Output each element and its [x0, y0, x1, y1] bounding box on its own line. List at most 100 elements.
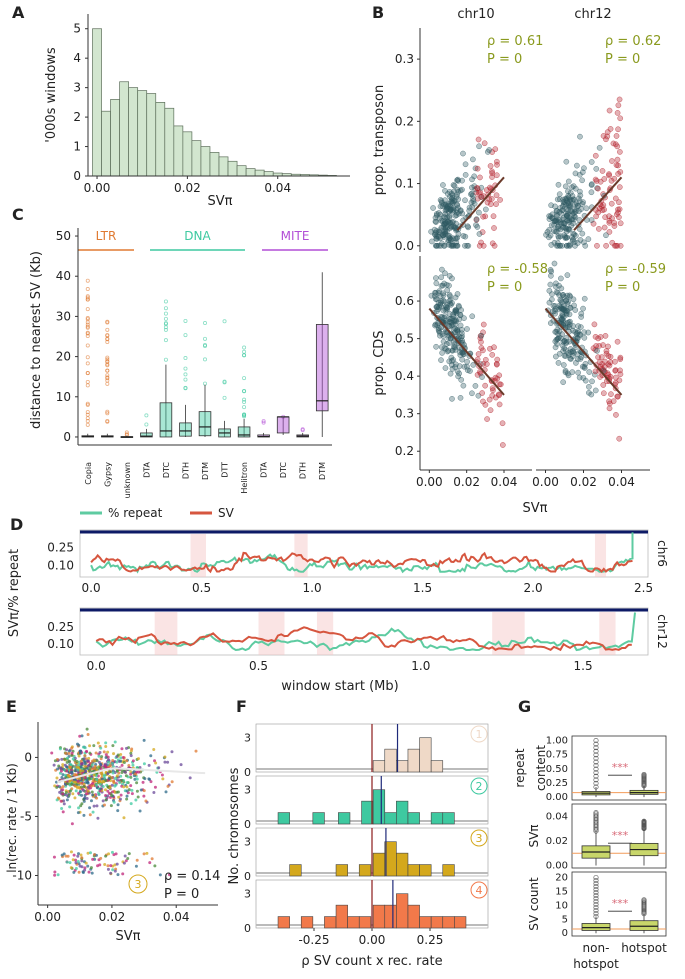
box	[179, 422, 192, 437]
scatter-point	[145, 851, 149, 855]
outlier-point	[105, 409, 110, 414]
scatter-point	[496, 401, 503, 408]
scatter-point	[55, 798, 59, 802]
scatter-point	[114, 783, 118, 787]
scatter-point	[61, 788, 65, 792]
scatter-point	[442, 201, 449, 208]
scatter-point	[83, 868, 87, 872]
series-line	[90, 532, 634, 574]
scatter-point	[127, 852, 131, 856]
scatter-point	[606, 405, 613, 412]
scatter-point	[94, 783, 98, 787]
box	[237, 426, 251, 438]
scatter-point	[79, 781, 83, 785]
scatter-point	[81, 871, 85, 875]
scatter-point	[78, 864, 82, 868]
y-tick-label: 5	[73, 22, 81, 36]
scatter-point	[127, 788, 131, 792]
scatter-point	[438, 298, 445, 305]
scatter-point	[113, 740, 117, 744]
scatter-point	[476, 209, 482, 216]
scatter-point	[595, 209, 602, 216]
scatter-point	[547, 281, 554, 288]
scatter-point	[59, 769, 63, 773]
scatter-point	[109, 871, 113, 875]
scatter-point	[142, 738, 146, 742]
outlier-point	[105, 419, 110, 424]
scatter-point	[52, 763, 56, 767]
outlier-point	[593, 875, 599, 881]
scatter-point	[576, 374, 583, 381]
scatter-point	[489, 240, 496, 247]
x-tick-label: DTH	[181, 462, 190, 479]
x-tick-label: Gypsy	[103, 462, 112, 487]
scatter-point	[454, 291, 461, 297]
x-axis-label: ρ SV count x rec. rate	[301, 954, 442, 969]
scatter-point	[111, 771, 115, 775]
scatter-point	[61, 785, 65, 789]
histogram-bar	[372, 760, 386, 773]
scatter-point	[127, 764, 131, 768]
scatter-point	[455, 188, 462, 195]
scatter-point	[495, 391, 502, 398]
scatter-point	[440, 201, 447, 208]
scatter-point	[81, 788, 85, 792]
scatter-point	[597, 374, 603, 380]
y-tick-label: -10	[12, 868, 32, 882]
scatter-point	[74, 858, 78, 862]
x-axis-label: SVπ	[116, 929, 141, 944]
scatter-point	[561, 201, 567, 208]
scatter-point	[440, 292, 447, 299]
outlier-point	[163, 306, 168, 311]
histogram-bar	[442, 812, 455, 825]
scatter-point	[77, 785, 81, 789]
scatter-point	[122, 760, 126, 764]
scatter-point	[591, 321, 598, 328]
scatter-point	[466, 204, 473, 211]
scatter-point	[94, 751, 98, 755]
scatter-point	[546, 299, 553, 306]
scatter-point	[80, 859, 84, 863]
x-tick-label: 0.00	[359, 933, 386, 947]
y-tick-label: 15	[555, 886, 568, 897]
scatter-point	[606, 398, 612, 405]
histogram-bar	[209, 152, 220, 177]
scatter-point	[60, 757, 64, 761]
scatter-point	[57, 764, 61, 768]
scatter-point	[83, 746, 87, 750]
scatter-point	[617, 220, 624, 227]
scatter-point	[120, 747, 124, 751]
x-axis-label: SVπ	[523, 501, 548, 516]
y-tick-label: 0.25	[546, 778, 568, 789]
scatter-point	[556, 191, 563, 198]
scatter-point	[67, 752, 71, 756]
scatter-point	[77, 743, 81, 747]
scatter-point	[596, 144, 603, 151]
scatter-point	[80, 734, 84, 738]
scatter-point	[558, 316, 565, 323]
scatter-point	[464, 242, 471, 249]
scatter-point	[449, 194, 456, 201]
scatter-point	[493, 201, 499, 207]
scatter-point	[430, 205, 436, 211]
scatter-point	[489, 168, 495, 175]
outlier-point	[641, 818, 647, 824]
scatter-point	[605, 343, 611, 350]
scatter-point	[70, 770, 74, 774]
x-tick-label: 0.02	[570, 475, 597, 489]
scatter-point	[85, 727, 89, 731]
outlier-point	[105, 336, 110, 341]
scatter-point	[617, 149, 623, 155]
scatter-point	[65, 793, 69, 797]
scatter-point	[614, 156, 621, 163]
histogram-bar	[263, 171, 274, 177]
scatter-point	[108, 770, 112, 774]
significance-label: ***	[612, 829, 629, 842]
scatter-point	[572, 307, 579, 313]
scatter-point	[442, 365, 449, 371]
badge-number: 3	[476, 832, 483, 845]
scatter-point	[102, 750, 106, 754]
stat-p: P = 0	[487, 280, 522, 295]
scatter-point	[595, 354, 601, 361]
histogram-bar	[396, 893, 409, 929]
